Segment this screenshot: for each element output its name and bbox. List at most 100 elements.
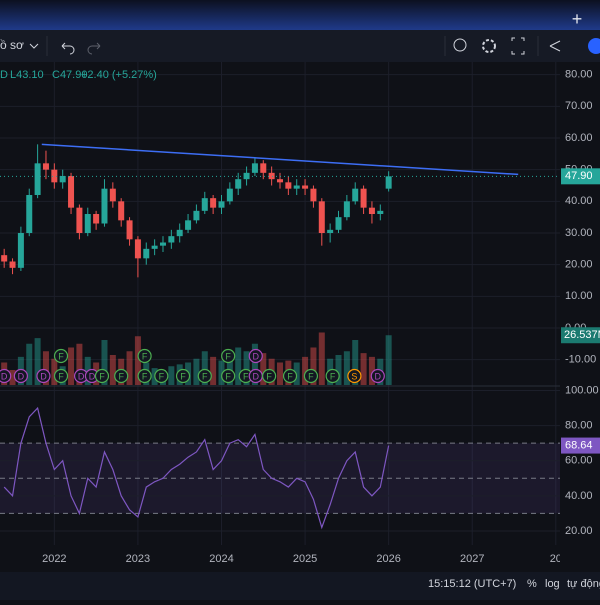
event-marker (53, 348, 69, 364)
candle-body (159, 242, 166, 246)
event-marker (325, 368, 340, 384)
event-label: F (225, 371, 231, 381)
volume-bar (218, 360, 225, 385)
x-tick-label: 2025 (293, 553, 317, 565)
candle-body (226, 188, 233, 202)
y-tick-label: 30.00 (565, 227, 593, 239)
search-button[interactable] (453, 38, 467, 52)
volume-bar (201, 351, 208, 385)
y-tick-label: 40.00 (565, 195, 593, 207)
candle-body (243, 172, 250, 180)
candle-body (251, 163, 258, 173)
time-axis-bg (0, 545, 600, 572)
volume-bar (243, 351, 250, 385)
rsi-tick-label: 60.00 (565, 455, 593, 467)
volume-bar (335, 355, 342, 385)
candle-body (310, 188, 317, 202)
profile-caret[interactable] (29, 43, 39, 49)
x-tick-label: 2022 (42, 553, 66, 565)
event-label: D (18, 371, 25, 381)
candle-body (327, 229, 334, 233)
event-marker (137, 368, 152, 384)
candle-body (26, 195, 33, 233)
candle-body (17, 233, 24, 268)
volume-bar (34, 338, 41, 385)
candle-body (277, 179, 283, 183)
volume-bar (360, 353, 367, 385)
clock: 15:15:12 (UTC+7) (428, 578, 516, 590)
candle-body (42, 163, 49, 170)
new-tab-button[interactable]: + (572, 9, 583, 29)
undo-button[interactable] (61, 42, 75, 55)
volume-bar (101, 340, 108, 385)
event-marker (175, 368, 191, 384)
event-marker (13, 368, 28, 384)
event-label: F (142, 371, 148, 381)
candle-body (210, 198, 217, 208)
candle-body (34, 163, 41, 195)
event-label: F (58, 371, 64, 381)
candle-body (51, 169, 58, 183)
trendline (41, 143, 519, 176)
candle-body (268, 172, 275, 180)
candle-body (343, 201, 350, 218)
y-tick-label: 20.00 (565, 259, 593, 271)
fullscreen-button[interactable] (511, 37, 525, 55)
candle-body (126, 220, 133, 240)
event-marker (53, 368, 69, 384)
volume-bar (310, 347, 317, 385)
event-marker (197, 368, 212, 384)
rsi-label-bg (561, 437, 600, 454)
window-header (0, 0, 600, 30)
y-tick-label: 70.00 (565, 100, 593, 112)
volume-bar (51, 358, 58, 385)
legend-change: +2.40 (+5.27%) (81, 69, 157, 81)
price-label-bg (561, 168, 600, 185)
volume-bar (168, 366, 175, 385)
auto-toggle[interactable]: tự động (567, 578, 600, 590)
candle-body (193, 210, 200, 221)
candle-body (118, 201, 125, 221)
candle-body (134, 239, 141, 259)
event-label: F (330, 371, 336, 381)
event-label: F (142, 351, 148, 361)
event-marker (154, 368, 169, 384)
volume-bar (368, 356, 375, 385)
rsi-tick-label: 80.00 (565, 420, 593, 432)
x-tick-label: 20 (550, 553, 562, 565)
event-label: D (40, 371, 47, 381)
log-toggle[interactable]: log (545, 578, 560, 590)
candle-body (185, 220, 192, 230)
share-button[interactable] (549, 40, 561, 52)
rsi-line (3, 406, 390, 530)
settings-button[interactable] (482, 39, 496, 53)
x-tick-label: 2024 (209, 553, 233, 565)
event-label: D (253, 371, 260, 381)
candle-body (360, 188, 367, 208)
rsi-tick-label: 40.00 (565, 490, 593, 502)
event-label: D (1, 371, 8, 381)
event-marker (347, 368, 362, 384)
candle-body (93, 214, 100, 224)
price-label: 47.90 (565, 170, 593, 182)
candle-body (101, 188, 108, 224)
volume-bar (26, 343, 33, 385)
candle-body (76, 207, 83, 233)
candle-body (293, 185, 300, 189)
event-marker (262, 368, 277, 384)
candle-body (218, 201, 225, 208)
candle-body (377, 210, 384, 214)
profile-menu[interactable]: ồ sơ (0, 38, 24, 52)
redo-button[interactable] (87, 42, 101, 55)
event-label: S (351, 371, 357, 381)
candle-body (385, 176, 392, 189)
candle-body (352, 188, 359, 202)
volume-label-bg (561, 327, 600, 344)
account-button[interactable] (588, 38, 600, 54)
volume-bar (210, 356, 217, 385)
candle-body (368, 207, 375, 214)
x-tick-label: 2027 (460, 553, 484, 565)
percent-toggle[interactable]: % (527, 578, 537, 590)
candle-body (318, 201, 325, 233)
